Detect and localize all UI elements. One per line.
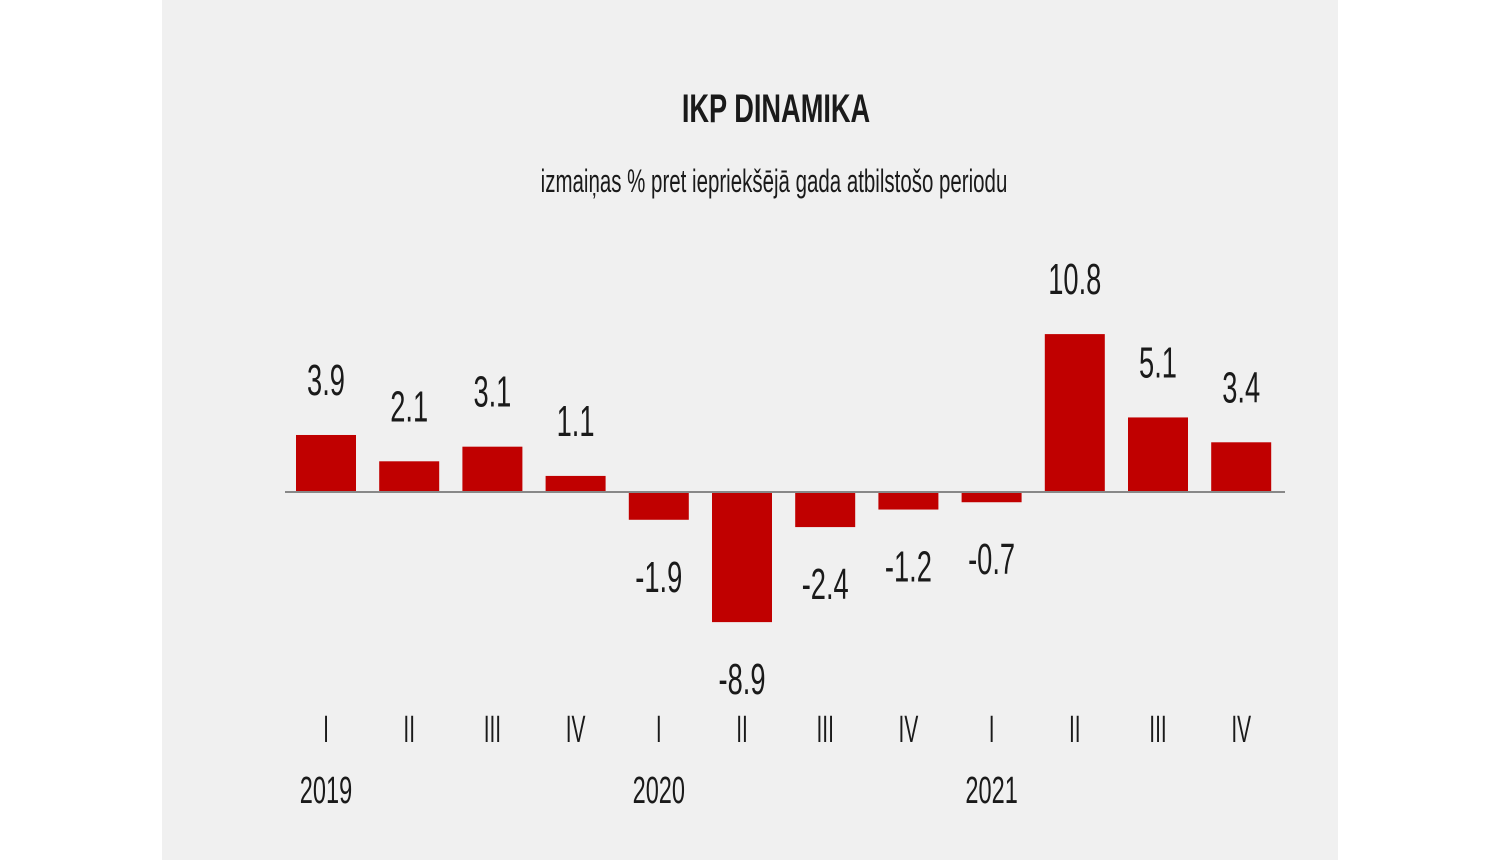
quarter-tick-label: I (323, 709, 329, 751)
quarter-tick-label: I (989, 709, 995, 751)
bars-group (296, 334, 1272, 623)
value-label: -1.2 (885, 542, 932, 591)
value-label: 3.4 (1222, 363, 1260, 412)
quarter-tick-label: IV (566, 709, 586, 751)
bar (462, 446, 523, 492)
value-label: 5.1 (1139, 338, 1177, 387)
year-label: 2019 (300, 768, 352, 811)
labels-group: 3.9I2.1II3.1III1.1IV-1.9I-8.9II-2.4III-1… (300, 254, 1260, 811)
year-label: 2020 (633, 768, 685, 811)
quarter-tick-label: III (1149, 709, 1166, 751)
bar (545, 475, 606, 492)
quarter-tick-label: IV (1231, 709, 1251, 751)
bar (379, 461, 440, 492)
bar (712, 492, 772, 623)
quarter-tick-label: I (656, 709, 662, 751)
bar (961, 492, 1022, 503)
value-label: 2.1 (390, 382, 428, 431)
value-label: -0.7 (968, 535, 1015, 584)
quarter-tick-label: III (816, 709, 833, 751)
quarter-tick-label: III (484, 709, 501, 751)
value-label: -8.9 (719, 654, 766, 703)
bar (1211, 442, 1272, 492)
quarter-tick-label: II (736, 709, 748, 751)
quarter-tick-label: II (1069, 709, 1081, 751)
bar (1128, 417, 1188, 492)
value-label: 10.8 (1048, 254, 1101, 303)
value-label: -1.9 (635, 552, 682, 601)
value-label: 3.1 (473, 367, 511, 416)
value-label: -2.4 (802, 559, 849, 608)
bar (296, 434, 356, 492)
bar (628, 492, 689, 520)
value-label: 1.1 (557, 396, 595, 445)
bar (795, 492, 856, 528)
bar (878, 492, 939, 510)
value-label: 3.9 (307, 355, 345, 404)
year-label: 2021 (965, 768, 1017, 811)
quarter-tick-label: IV (899, 709, 919, 751)
chart-subtitle: izmaiņas % pret iepriekšējā gada atbilst… (541, 163, 1008, 199)
quarter-tick-label: II (403, 709, 415, 751)
chart-title: IKP DINAMIKA (682, 87, 870, 131)
bar (1044, 334, 1105, 492)
